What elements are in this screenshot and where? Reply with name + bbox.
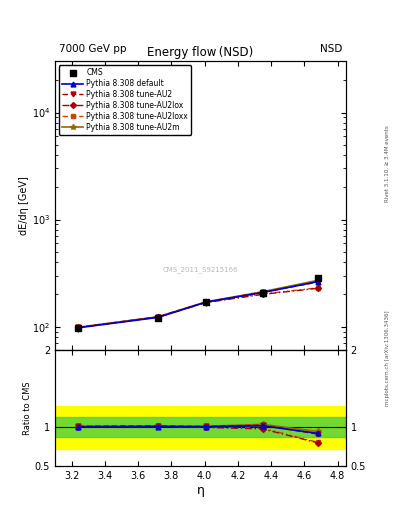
Y-axis label: dE/dη [GeV]: dE/dη [GeV] (19, 177, 29, 236)
Text: mcplots.cern.ch [arXiv:1306.3436]: mcplots.cern.ch [arXiv:1306.3436] (385, 311, 389, 406)
Text: Rivet 3.1.10, ≥ 3.4M events: Rivet 3.1.10, ≥ 3.4M events (385, 125, 389, 202)
Y-axis label: Ratio to CMS: Ratio to CMS (23, 381, 32, 435)
Text: CMS_2011_S9215166: CMS_2011_S9215166 (163, 266, 238, 273)
X-axis label: η: η (196, 483, 204, 497)
Legend: CMS, Pythia 8.308 default, Pythia 8.308 tune-AU2, Pythia 8.308 tune-AU2lox, Pyth: CMS, Pythia 8.308 default, Pythia 8.308 … (59, 65, 191, 135)
Title: Energy flow (NSD): Energy flow (NSD) (147, 46, 253, 59)
Text: 7000 GeV pp: 7000 GeV pp (59, 44, 127, 54)
Text: NSD: NSD (320, 44, 342, 54)
